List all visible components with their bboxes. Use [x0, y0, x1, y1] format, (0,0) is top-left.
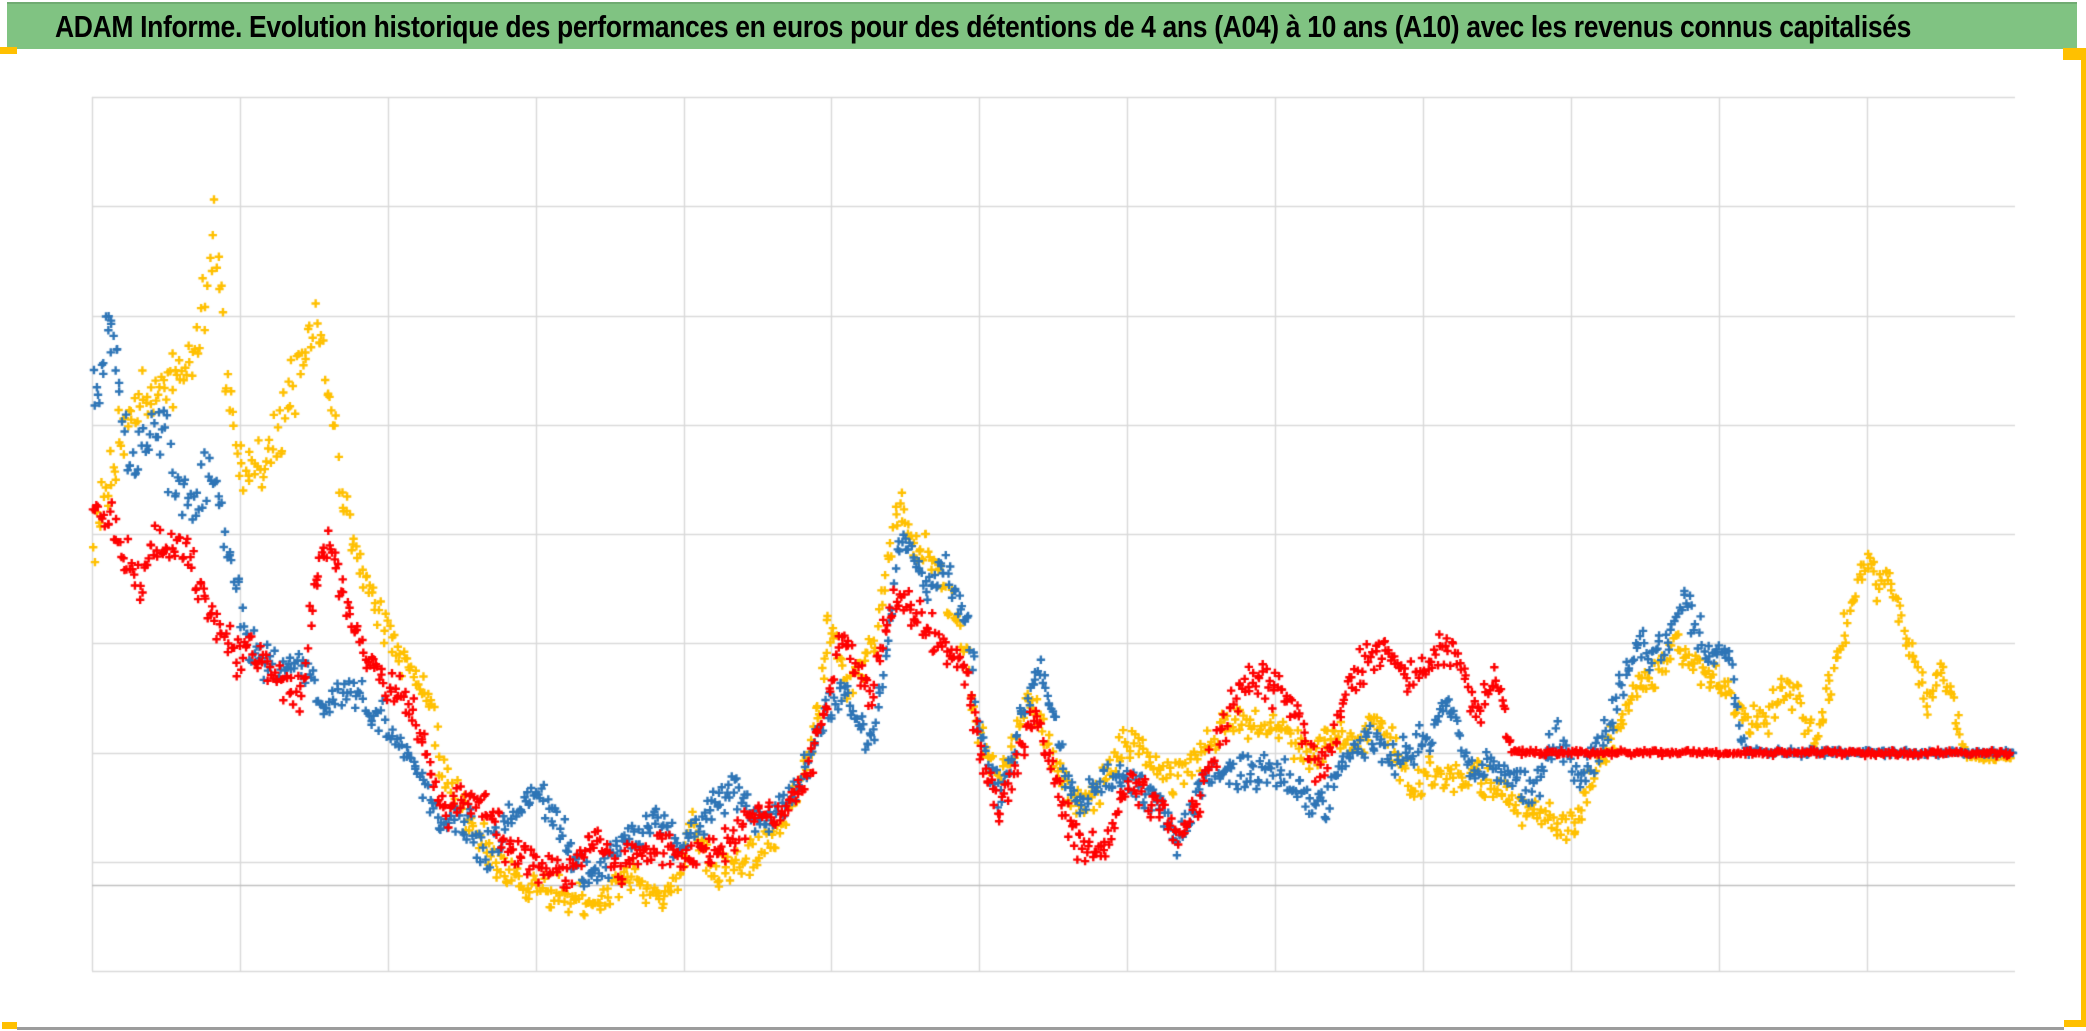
accent-dash-top-left — [0, 47, 17, 54]
accent-strip-right — [2081, 48, 2086, 1026]
accent-foot-bottom-right — [2064, 1020, 2086, 1027]
bottom-rule — [17, 1027, 2064, 1030]
accent-corner-top-right — [2063, 48, 2086, 60]
accent-rect-bottom-left — [2, 1022, 17, 1029]
